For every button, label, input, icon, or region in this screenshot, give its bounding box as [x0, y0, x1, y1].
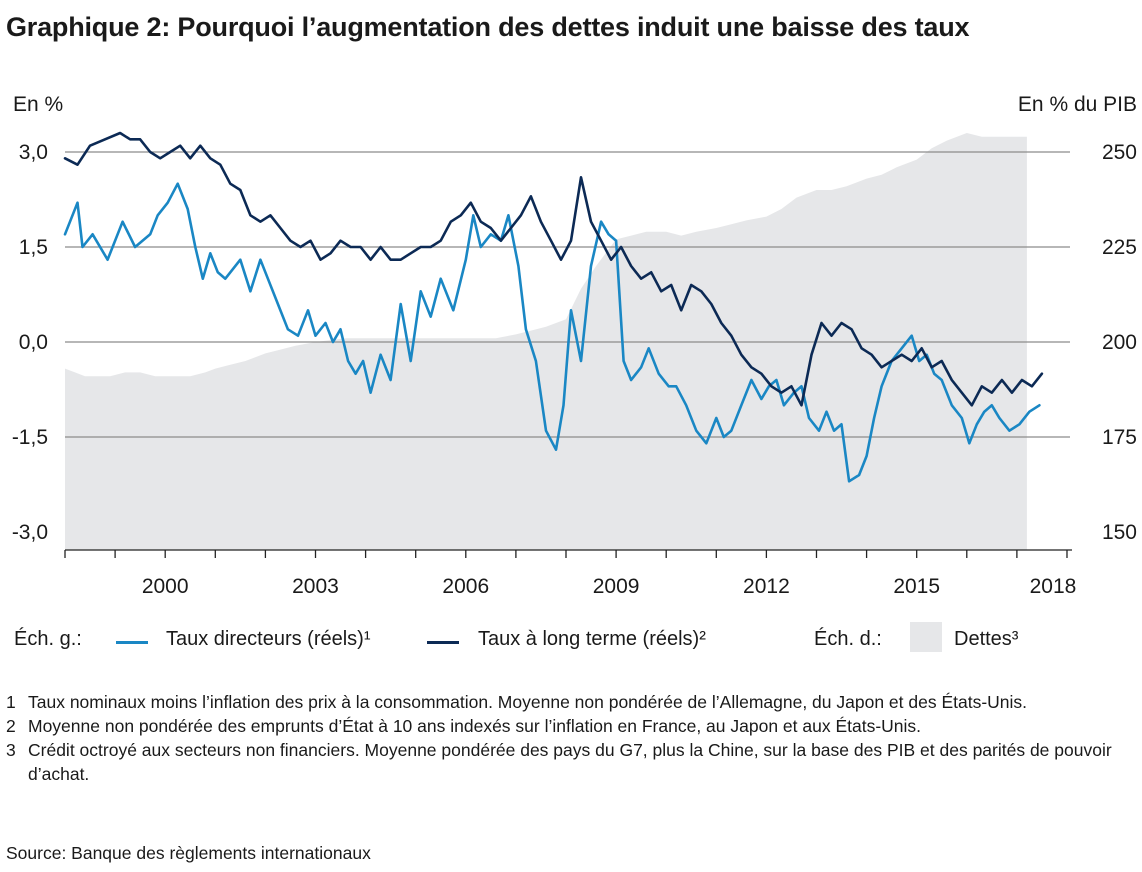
- x-tick-label: 2015: [893, 575, 940, 598]
- legend-debt-swatch: [910, 622, 942, 652]
- legend-right-scale-label: Éch. d.:: [814, 628, 882, 650]
- chart: 3,0 1,5 0,0 -1,5 -3,0 250 225 200 175 150 En % En %…: [12, 93, 1137, 598]
- footnote-number: 2: [6, 716, 16, 736]
- x-tick-label: 2000: [142, 575, 189, 598]
- x-tick-label: 2012: [743, 575, 790, 598]
- right-tick-label: 200: [1102, 331, 1137, 354]
- legend-policy-swatch: [116, 641, 148, 644]
- left-axis-title: En %: [13, 93, 63, 116]
- legend-policy-label: Taux directeurs (réels)¹: [166, 628, 371, 650]
- left-tick-label: 0,0: [19, 331, 48, 354]
- legend-longterm-label: Taux à long terme (réels)²: [478, 628, 706, 650]
- left-tick-label: 1,5: [19, 236, 48, 259]
- legend-longterm-swatch: [427, 641, 459, 644]
- footnote-text: Taux nominaux moins l’inflation des prix…: [28, 692, 1028, 712]
- left-tick-label: -3,0: [12, 521, 48, 544]
- right-tick-label: 225: [1102, 236, 1137, 259]
- right-axis-title: En % du PIB: [1018, 93, 1137, 116]
- axis-layer: 3,0 1,5 0,0 -1,5 -3,0 250 225 200 175 150 En % En %…: [12, 93, 1137, 598]
- footnote-number: 1: [6, 692, 16, 712]
- x-tick-label: 2018: [1030, 575, 1077, 598]
- legend-debt-label: Dettes³: [954, 628, 1019, 650]
- footnote-number: 3: [6, 740, 16, 760]
- chart-title: Graphique 2: Pourquoi l’augmentation des…: [6, 12, 970, 42]
- source-note: Source: Banque des règlements internatio…: [6, 843, 371, 863]
- right-tick-label: 175: [1102, 426, 1137, 449]
- footnote: 2 Moyenne non pondérée des emprunts d’Ét…: [6, 714, 1126, 738]
- policy-rate-line: [63, 182, 1041, 483]
- legend-left-scale-label: Éch. g.:: [14, 628, 82, 650]
- long-term-rate-line: [63, 131, 1044, 407]
- left-tick-label: -1,5: [12, 426, 48, 449]
- footnote-text: Moyenne non pondérée des emprunts d’État…: [28, 716, 922, 736]
- x-tick-label: 2006: [442, 575, 489, 598]
- footnote-text: Crédit octroyé aux secteurs non financie…: [28, 740, 1112, 784]
- footnote: 1 Taux nominaux moins l’inflation des pr…: [6, 690, 1126, 714]
- right-tick-label: 150: [1102, 521, 1137, 544]
- footnote: 3 Crédit octroyé aux secteurs non financ…: [6, 738, 1126, 786]
- right-tick-label: 250: [1102, 141, 1137, 164]
- left-tick-label: 3,0: [19, 141, 48, 164]
- x-tick-label: 2003: [292, 575, 339, 598]
- footnotes: 1 Taux nominaux moins l’inflation des pr…: [6, 690, 1126, 786]
- x-tick-label: 2009: [593, 575, 640, 598]
- series-lines-layer: [63, 131, 1044, 483]
